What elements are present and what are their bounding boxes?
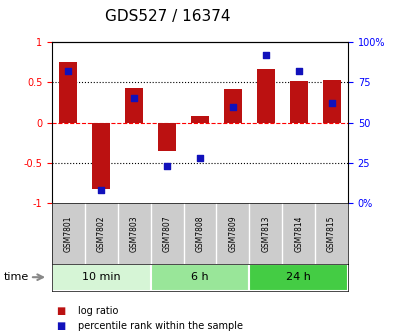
- Text: 10 min: 10 min: [82, 272, 121, 282]
- Text: 6 h: 6 h: [191, 272, 209, 282]
- Bar: [158, 123, 176, 151]
- Text: GSM7801: GSM7801: [64, 215, 73, 252]
- Text: GSM7807: GSM7807: [163, 215, 172, 252]
- Point: [164, 164, 170, 169]
- Text: GSM7813: GSM7813: [261, 215, 270, 252]
- Point: [98, 188, 104, 193]
- Text: percentile rank within the sample: percentile rank within the sample: [78, 321, 243, 331]
- Bar: [191, 116, 209, 123]
- Point: [65, 68, 72, 74]
- Bar: [92, 123, 110, 189]
- Bar: [257, 69, 275, 123]
- Bar: [322, 80, 340, 123]
- Text: GDS527 / 16374: GDS527 / 16374: [105, 8, 231, 24]
- Text: GSM7809: GSM7809: [228, 215, 237, 252]
- Point: [197, 156, 203, 161]
- Text: GSM7814: GSM7814: [294, 215, 303, 252]
- Text: GSM7808: GSM7808: [196, 215, 204, 252]
- Text: ■: ■: [56, 306, 65, 316]
- Text: ■: ■: [56, 321, 65, 331]
- Bar: [249, 264, 348, 291]
- Point: [262, 52, 269, 57]
- Bar: [151, 264, 249, 291]
- Bar: [224, 89, 242, 123]
- Bar: [290, 81, 308, 123]
- Text: GSM7815: GSM7815: [327, 215, 336, 252]
- Point: [230, 104, 236, 109]
- Bar: [52, 264, 151, 291]
- Text: log ratio: log ratio: [78, 306, 118, 316]
- Point: [131, 96, 138, 101]
- Text: GSM7803: GSM7803: [130, 215, 139, 252]
- Point: [328, 100, 335, 106]
- Text: GSM7802: GSM7802: [97, 215, 106, 252]
- Bar: [125, 88, 143, 123]
- Point: [296, 68, 302, 74]
- Text: 24 h: 24 h: [286, 272, 311, 282]
- Text: time: time: [4, 272, 29, 282]
- Bar: [59, 62, 78, 123]
